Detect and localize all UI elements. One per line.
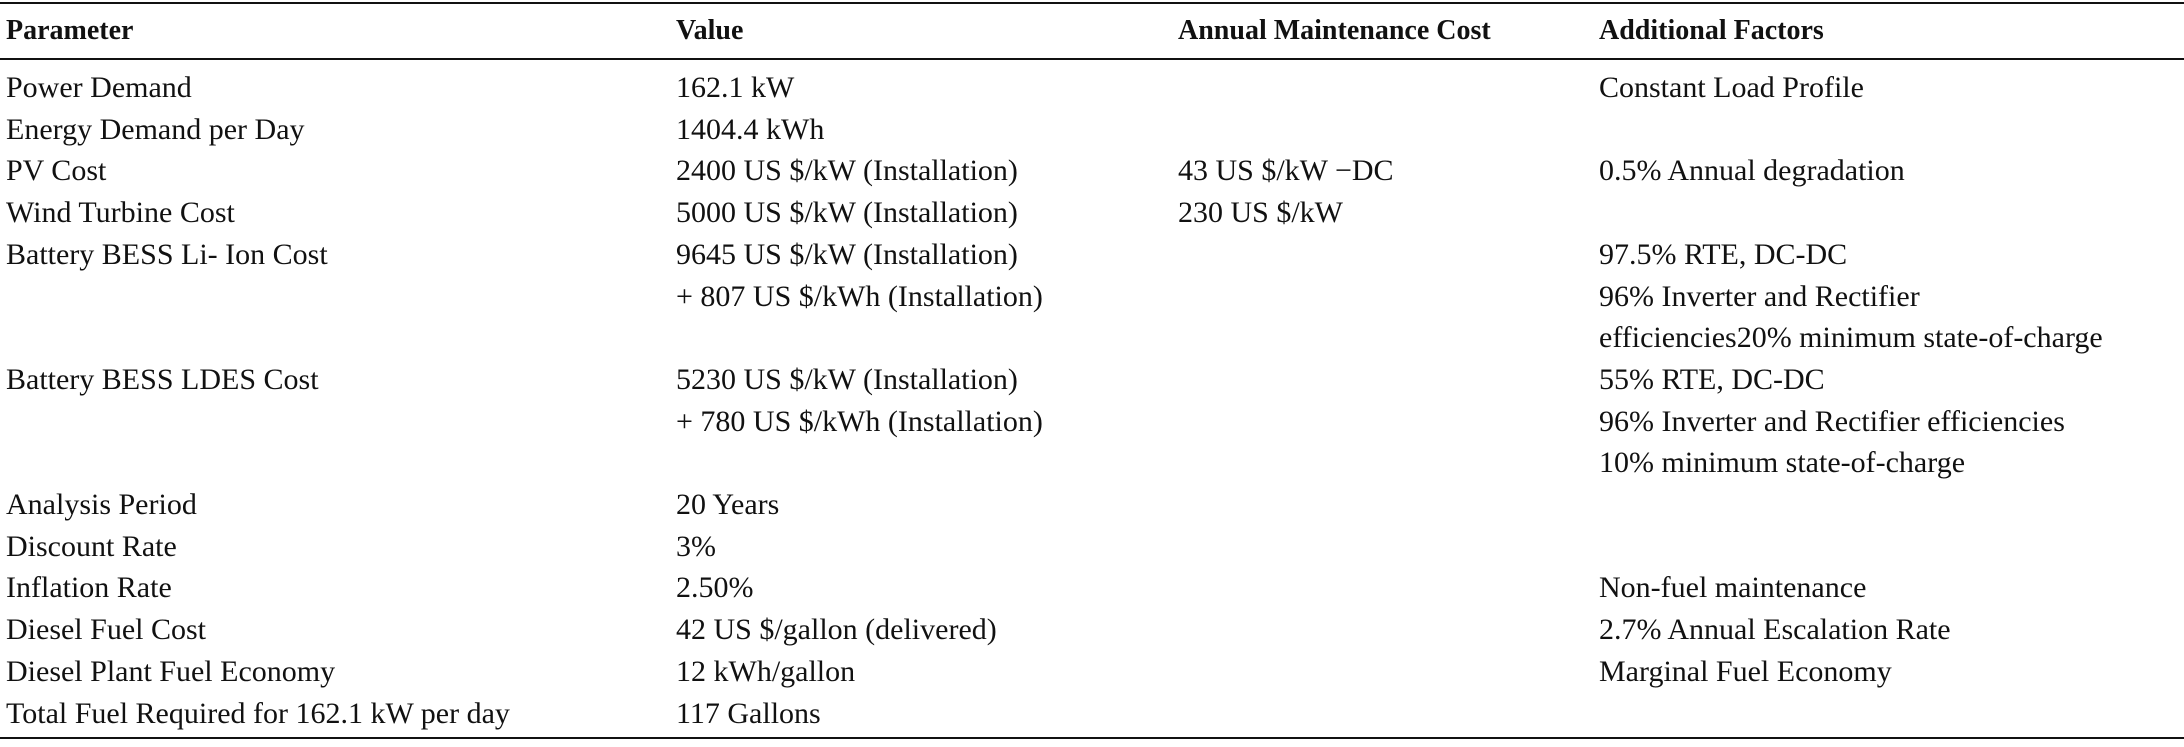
table-cell: 96% Inverter and Rectifier efficiencies [1599,404,2065,438]
table-cell: 97.5% RTE, DC-DC [1599,237,1848,271]
table-cell: 42 US $/gallon (delivered) [676,613,997,647]
table-cell: Diesel Plant Fuel Economy [6,654,336,688]
table-cell: 2400 US $/kW (Installation) [676,154,1018,188]
table-cell: Diesel Fuel Cost [6,613,206,647]
table-cell: 2.7% Annual Escalation Rate [1599,613,1951,647]
table-cell: Energy Demand per Day [6,112,305,146]
table-cell: Inflation Rate [6,571,172,605]
table-cell: 1404.4 kWh [676,112,825,146]
table-cell: 96% Inverter and Rectifier [1599,279,1920,313]
header-cell: Additional Factors [1599,15,1824,46]
header-cell: Annual Maintenance Cost [1178,15,1491,46]
table-cell: 5000 US $/kW (Installation) [676,196,1018,230]
table-cell: Marginal Fuel Economy [1599,654,1892,688]
table-cell: 43 US $/kW −DC [1178,154,1394,188]
table-cell: Constant Load Profile [1599,71,1864,104]
table-cell: Battery BESS Li- Ion Cost [6,237,328,271]
table-cell: 9645 US $/kW (Installation) [676,237,1018,271]
table-cell: Battery BESS LDES Cost [6,362,319,396]
table-cell: 117 Gallons [676,696,821,730]
table-cell: 230 US $/kW [1178,196,1343,230]
table-cell: PV Cost [6,154,107,188]
table-cell: Power Demand [6,71,192,104]
table-cell: Analysis Period [6,488,197,521]
table-cell: Non-fuel maintenance [1599,571,1867,605]
table-cell: 20 Years [676,488,780,521]
header-cell: Parameter [6,15,134,46]
table-cell: 5230 US $/kW (Installation) [676,362,1018,396]
table-cell: 12 kWh/gallon [676,654,856,688]
table-cell: Total Fuel Required for 162.1 kW per day [6,696,510,730]
top-rule [0,2,2184,4]
table-cell: Wind Turbine Cost [6,196,235,230]
header-cell: Value [676,15,744,46]
table-cell: efficiencies20% minimum state-of-charge [1599,321,2103,355]
table-cell: 2.50% [676,571,754,605]
table-cell: 162.1 kW [676,71,795,104]
header-rule [0,58,2184,60]
table-cell: + 807 US $/kWh (Installation) [676,279,1043,313]
table-cell: 55% RTE, DC-DC [1599,362,1825,396]
bottom-rule [0,737,2184,739]
table-cell: 10% minimum state-of-charge [1599,446,1966,480]
table-cell: 0.5% Annual degradation [1599,154,1905,188]
table-cell: 3% [676,529,716,563]
table-cell: + 780 US $/kWh (Installation) [676,404,1043,438]
table-cell: Discount Rate [6,529,177,563]
